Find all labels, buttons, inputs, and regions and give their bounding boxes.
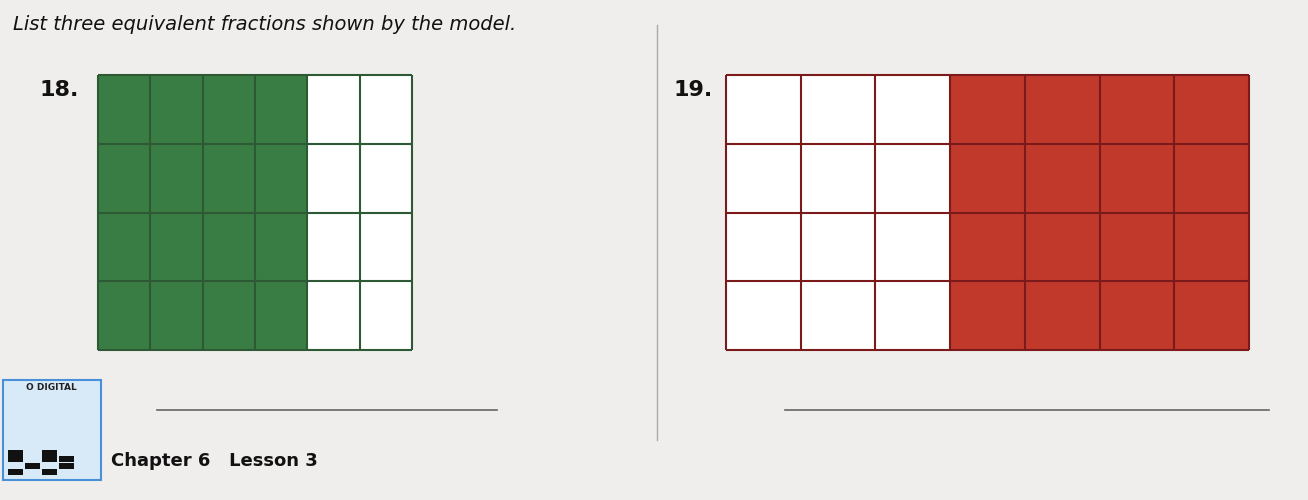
Bar bbox=[42, 450, 56, 456]
Bar bbox=[255, 281, 307, 350]
Bar bbox=[150, 75, 203, 144]
Bar bbox=[875, 144, 950, 212]
Bar bbox=[150, 281, 203, 350]
Bar bbox=[1175, 75, 1249, 144]
Bar bbox=[800, 75, 875, 144]
Bar bbox=[150, 144, 203, 212]
Bar bbox=[307, 281, 360, 350]
Bar bbox=[307, 144, 360, 212]
Bar bbox=[800, 144, 875, 212]
Text: 19.: 19. bbox=[674, 80, 713, 100]
Bar bbox=[875, 75, 950, 144]
Bar bbox=[203, 144, 255, 212]
Bar bbox=[98, 212, 150, 281]
Bar bbox=[950, 281, 1025, 350]
Bar bbox=[875, 212, 950, 281]
Bar bbox=[875, 281, 950, 350]
Bar bbox=[8, 456, 22, 462]
Bar bbox=[255, 212, 307, 281]
Bar bbox=[950, 212, 1025, 281]
Bar bbox=[726, 75, 800, 144]
Bar bbox=[1175, 281, 1249, 350]
Bar bbox=[307, 75, 360, 144]
Bar bbox=[726, 144, 800, 212]
Bar bbox=[950, 144, 1025, 212]
Bar bbox=[150, 212, 203, 281]
Bar bbox=[1100, 75, 1175, 144]
Bar bbox=[1175, 212, 1249, 281]
Bar bbox=[42, 470, 56, 475]
Text: 18.: 18. bbox=[39, 80, 78, 100]
Bar bbox=[360, 281, 412, 350]
Bar bbox=[800, 212, 875, 281]
Text: List three equivalent fractions shown by the model.: List three equivalent fractions shown by… bbox=[13, 15, 517, 34]
Bar bbox=[8, 470, 22, 475]
Bar bbox=[59, 456, 73, 462]
Bar bbox=[360, 212, 412, 281]
Bar bbox=[203, 281, 255, 350]
Bar bbox=[1100, 281, 1175, 350]
Bar bbox=[98, 75, 150, 144]
Bar bbox=[203, 75, 255, 144]
Bar bbox=[25, 463, 39, 468]
Bar bbox=[255, 144, 307, 212]
Bar bbox=[360, 75, 412, 144]
Bar bbox=[1175, 144, 1249, 212]
Bar bbox=[950, 75, 1025, 144]
Text: O DIGITAL: O DIGITAL bbox=[26, 382, 77, 392]
Bar bbox=[42, 456, 56, 462]
Bar bbox=[59, 463, 73, 468]
Bar bbox=[1100, 144, 1175, 212]
Bar bbox=[8, 450, 22, 456]
Bar bbox=[800, 281, 875, 350]
Bar bbox=[1025, 281, 1100, 350]
Bar bbox=[98, 281, 150, 350]
Bar bbox=[1025, 75, 1100, 144]
Bar bbox=[360, 144, 412, 212]
Bar bbox=[1100, 212, 1175, 281]
Bar bbox=[726, 281, 800, 350]
Bar bbox=[203, 212, 255, 281]
Text: Chapter 6   Lesson 3: Chapter 6 Lesson 3 bbox=[111, 452, 318, 470]
Bar bbox=[1025, 212, 1100, 281]
Bar bbox=[98, 144, 150, 212]
FancyBboxPatch shape bbox=[3, 380, 101, 480]
Bar bbox=[1025, 144, 1100, 212]
Bar bbox=[255, 75, 307, 144]
Bar bbox=[726, 212, 800, 281]
Bar bbox=[307, 212, 360, 281]
